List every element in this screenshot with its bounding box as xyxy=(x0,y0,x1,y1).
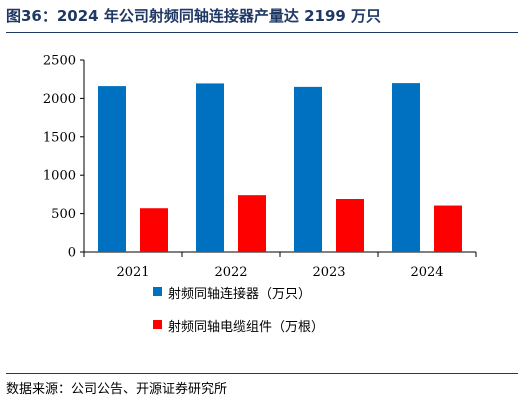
bar-connector xyxy=(392,83,420,253)
y-tick-label: 2500 xyxy=(43,54,76,69)
y-tick-label: 1500 xyxy=(43,130,76,145)
bar-connector xyxy=(98,86,126,252)
bar-chart: 0 500 1000 1500 2000 2500 2021 2022 2023 2024 射频… xyxy=(43,54,477,335)
source-note: 数据来源：公司公告、开源证券研究所 xyxy=(6,382,228,397)
y-tick-label: 2000 xyxy=(43,92,76,107)
y-tick-label: 500 xyxy=(51,207,76,222)
legend-swatch xyxy=(153,320,162,329)
bar-connector xyxy=(294,86,322,252)
y-tick-label: 0 xyxy=(68,246,76,261)
bar-cable-assembly xyxy=(434,205,462,252)
legend-swatch xyxy=(153,287,162,296)
bar-cable-assembly xyxy=(140,208,168,252)
x-tick-label: 2023 xyxy=(312,265,345,280)
chart-title: 图36：2024 年公司射频同轴连接器产量达 2199 万只 xyxy=(6,7,382,25)
x-tick-label: 2024 xyxy=(410,265,443,280)
bar-cable-assembly xyxy=(336,199,364,252)
bars xyxy=(98,83,462,253)
x-tick-label: 2022 xyxy=(214,265,247,280)
title-divider xyxy=(6,32,518,33)
x-axis: 2021 2022 2023 2024 xyxy=(83,251,477,280)
y-axis: 0 500 1000 1500 2000 2500 xyxy=(43,54,85,261)
bar-cable-assembly xyxy=(238,195,266,252)
footer-divider xyxy=(6,373,518,374)
legend-label: 射频同轴电缆组件（万根） xyxy=(168,319,324,335)
bar-connector xyxy=(196,83,224,252)
x-tick-label: 2021 xyxy=(116,265,149,280)
y-tick-label: 1000 xyxy=(43,169,76,184)
legend-label: 射频同轴连接器（万只） xyxy=(168,286,311,302)
legend: 射频同轴连接器（万只） 射频同轴电缆组件（万根） xyxy=(153,286,324,335)
